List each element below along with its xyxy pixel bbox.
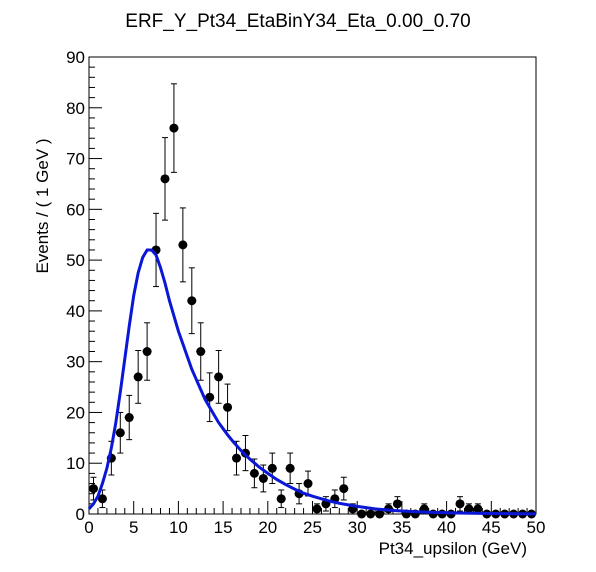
data-point — [196, 322, 206, 381]
data-point — [124, 394, 134, 441]
data-point — [330, 489, 340, 509]
data-point — [115, 411, 125, 454]
point-marker — [455, 499, 465, 509]
data-points — [88, 83, 537, 519]
y-tick-label: 70 — [66, 150, 85, 169]
y-tick-label: 10 — [66, 454, 85, 473]
data-point — [214, 350, 224, 404]
x-tick-label: 5 — [129, 518, 138, 537]
chart-title: ERF_Y_Pt34_EtaBinY34_Eta_0.00_0.70 — [125, 11, 470, 32]
point-marker — [357, 509, 367, 519]
data-point — [312, 503, 322, 514]
point-marker — [142, 347, 152, 357]
data-point — [267, 452, 277, 485]
point-marker — [133, 372, 143, 382]
data-point — [455, 496, 465, 512]
y-axis: 0 10 20 30 40 50 60 70 80 90 — [66, 48, 102, 524]
point-marker — [285, 463, 295, 473]
point-marker — [196, 347, 206, 357]
data-point — [249, 458, 259, 489]
x-tick-label: 10 — [169, 518, 188, 537]
x-tick-label: 30 — [348, 518, 367, 537]
y-tick-label: 0 — [76, 505, 85, 524]
data-point — [276, 489, 286, 509]
point-marker — [214, 372, 224, 382]
point-marker — [375, 509, 385, 519]
data-point — [285, 452, 295, 485]
y-tick-label: 90 — [66, 48, 85, 67]
data-point — [357, 509, 367, 519]
point-marker — [187, 296, 197, 306]
y-tick-label: 30 — [66, 353, 85, 372]
data-point — [473, 503, 483, 514]
point-marker — [267, 463, 277, 473]
y-tick-label: 40 — [66, 302, 85, 321]
point-marker — [160, 174, 170, 184]
y-tick-label: 60 — [66, 200, 85, 219]
x-axis-title: Pt34_upsilon (GeV) — [379, 539, 527, 558]
point-marker — [232, 453, 242, 463]
point-marker — [249, 468, 259, 478]
data-point — [160, 137, 170, 221]
point-marker — [339, 484, 349, 494]
y-tick-label: 20 — [66, 403, 85, 422]
data-point — [178, 207, 188, 283]
data-point — [223, 383, 233, 432]
y-tick-label: 50 — [66, 251, 85, 270]
data-point — [169, 83, 179, 173]
x-tick-label: 40 — [437, 518, 456, 537]
data-point — [366, 509, 376, 519]
point-marker — [392, 499, 402, 509]
data-point — [187, 267, 197, 335]
point-marker — [223, 402, 233, 412]
point-marker — [276, 494, 286, 504]
y-axis-title: Events / ( 1 GeV ) — [33, 138, 52, 273]
x-axis: 0 5 10 15 20 25 30 35 40 45 50 — [84, 501, 545, 537]
x-tick-label: 45 — [482, 518, 501, 537]
point-marker — [312, 504, 322, 514]
point-marker — [366, 509, 376, 519]
point-marker — [169, 123, 179, 133]
x-tick-label: 0 — [84, 518, 93, 537]
point-marker — [473, 504, 483, 514]
data-point — [133, 350, 143, 404]
point-marker — [464, 504, 474, 514]
point-marker — [115, 428, 125, 438]
data-point — [97, 489, 107, 509]
point-marker — [205, 392, 215, 402]
data-point — [375, 509, 385, 519]
x-tick-label: 15 — [214, 518, 233, 537]
point-marker — [303, 479, 313, 489]
point-marker — [124, 413, 134, 423]
x-tick-label: 50 — [527, 518, 546, 537]
point-marker — [88, 484, 98, 494]
y-tick-label: 80 — [66, 99, 85, 118]
point-marker — [258, 473, 268, 483]
point-marker — [97, 494, 107, 504]
data-point — [392, 496, 402, 512]
data-point — [205, 372, 215, 423]
x-tick-label: 25 — [303, 518, 322, 537]
point-marker — [178, 240, 188, 250]
fit-curve — [87, 248, 537, 516]
x-tick-label: 35 — [392, 518, 411, 537]
data-point — [142, 322, 152, 381]
x-tick-label: 20 — [258, 518, 277, 537]
data-point — [88, 476, 98, 501]
data-point — [339, 476, 349, 501]
